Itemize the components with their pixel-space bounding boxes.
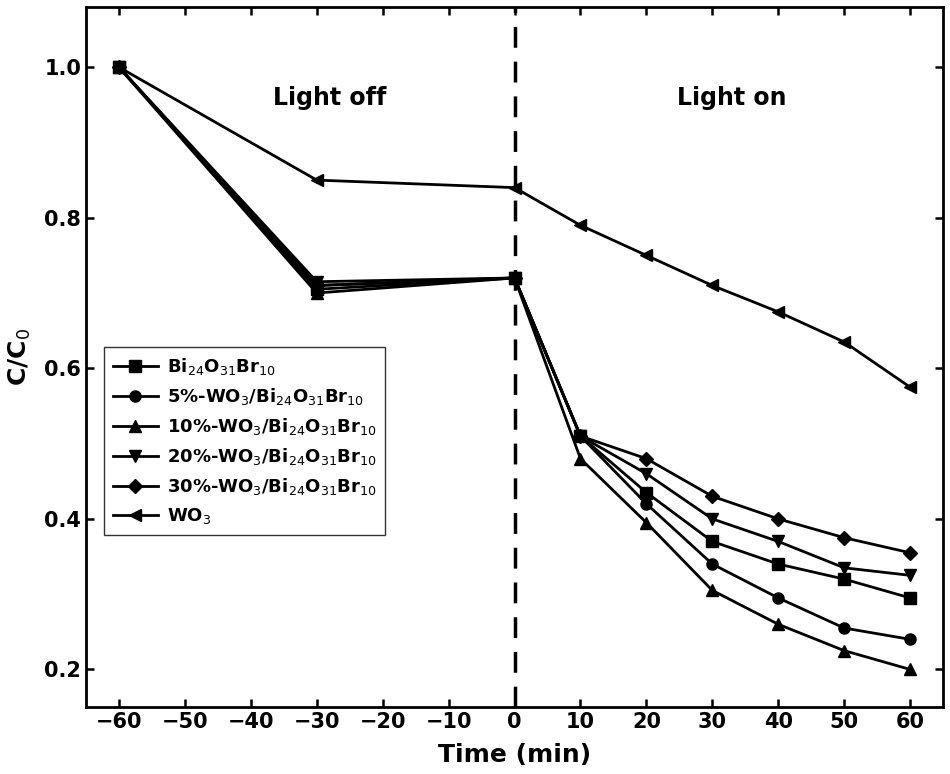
- Bi$_{24}$O$_{31}$Br$_{10}$: [640, 488, 652, 497]
- Line: 5%-WO$_3$/Bi$_{24}$O$_{31}$Br$_{10}$: 5%-WO$_3$/Bi$_{24}$O$_{31}$Br$_{10}$: [113, 62, 916, 645]
- 10%-WO$_3$/Bi$_{24}$O$_{31}$Br$_{10}$: [311, 289, 322, 298]
- 30%-WO$_3$/Bi$_{24}$O$_{31}$Br$_{10}$: [509, 273, 521, 283]
- WO$_3$: [904, 382, 916, 392]
- Bi$_{24}$O$_{31}$Br$_{10}$: [575, 431, 586, 440]
- WO$_3$: [509, 183, 521, 192]
- 30%-WO$_3$/Bi$_{24}$O$_{31}$Br$_{10}$: [772, 514, 784, 523]
- Bi$_{24}$O$_{31}$Br$_{10}$: [113, 63, 124, 72]
- 20%-WO$_3$/Bi$_{24}$O$_{31}$Br$_{10}$: [311, 277, 322, 286]
- WO$_3$: [707, 281, 718, 290]
- 5%-WO$_3$/Bi$_{24}$O$_{31}$Br$_{10}$: [575, 431, 586, 440]
- Legend: Bi$_{24}$O$_{31}$Br$_{10}$, 5%-WO$_3$/Bi$_{24}$O$_{31}$Br$_{10}$, 10%-WO$_3$/Bi$: Bi$_{24}$O$_{31}$Br$_{10}$, 5%-WO$_3$/Bi…: [104, 347, 386, 535]
- 5%-WO$_3$/Bi$_{24}$O$_{31}$Br$_{10}$: [839, 623, 850, 632]
- 10%-WO$_3$/Bi$_{24}$O$_{31}$Br$_{10}$: [509, 273, 521, 283]
- 30%-WO$_3$/Bi$_{24}$O$_{31}$Br$_{10}$: [640, 454, 652, 464]
- 10%-WO$_3$/Bi$_{24}$O$_{31}$Br$_{10}$: [772, 620, 784, 629]
- 20%-WO$_3$/Bi$_{24}$O$_{31}$Br$_{10}$: [113, 63, 124, 72]
- WO$_3$: [640, 251, 652, 260]
- 10%-WO$_3$/Bi$_{24}$O$_{31}$Br$_{10}$: [839, 646, 850, 656]
- 30%-WO$_3$/Bi$_{24}$O$_{31}$Br$_{10}$: [839, 533, 850, 543]
- Text: Light on: Light on: [677, 86, 787, 110]
- 10%-WO$_3$/Bi$_{24}$O$_{31}$Br$_{10}$: [707, 586, 718, 595]
- Bi$_{24}$O$_{31}$Br$_{10}$: [707, 537, 718, 546]
- 20%-WO$_3$/Bi$_{24}$O$_{31}$Br$_{10}$: [904, 570, 916, 580]
- 20%-WO$_3$/Bi$_{24}$O$_{31}$Br$_{10}$: [575, 431, 586, 440]
- 5%-WO$_3$/Bi$_{24}$O$_{31}$Br$_{10}$: [311, 281, 322, 290]
- Bi$_{24}$O$_{31}$Br$_{10}$: [772, 560, 784, 569]
- 10%-WO$_3$/Bi$_{24}$O$_{31}$Br$_{10}$: [113, 63, 124, 72]
- Line: WO$_3$: WO$_3$: [113, 62, 916, 392]
- 10%-WO$_3$/Bi$_{24}$O$_{31}$Br$_{10}$: [640, 518, 652, 527]
- Line: 30%-WO$_3$/Bi$_{24}$O$_{31}$Br$_{10}$: 30%-WO$_3$/Bi$_{24}$O$_{31}$Br$_{10}$: [114, 63, 915, 557]
- Text: Light off: Light off: [274, 86, 387, 110]
- Bi$_{24}$O$_{31}$Br$_{10}$: [839, 574, 850, 584]
- 5%-WO$_3$/Bi$_{24}$O$_{31}$Br$_{10}$: [772, 594, 784, 603]
- 5%-WO$_3$/Bi$_{24}$O$_{31}$Br$_{10}$: [113, 63, 124, 72]
- 20%-WO$_3$/Bi$_{24}$O$_{31}$Br$_{10}$: [707, 514, 718, 523]
- Line: 10%-WO$_3$/Bi$_{24}$O$_{31}$Br$_{10}$: 10%-WO$_3$/Bi$_{24}$O$_{31}$Br$_{10}$: [113, 62, 916, 675]
- 30%-WO$_3$/Bi$_{24}$O$_{31}$Br$_{10}$: [575, 431, 586, 440]
- 30%-WO$_3$/Bi$_{24}$O$_{31}$Br$_{10}$: [904, 548, 916, 557]
- 20%-WO$_3$/Bi$_{24}$O$_{31}$Br$_{10}$: [839, 563, 850, 573]
- Line: 20%-WO$_3$/Bi$_{24}$O$_{31}$Br$_{10}$: 20%-WO$_3$/Bi$_{24}$O$_{31}$Br$_{10}$: [113, 62, 916, 581]
- WO$_3$: [113, 63, 124, 72]
- WO$_3$: [772, 307, 784, 317]
- WO$_3$: [311, 176, 322, 185]
- 20%-WO$_3$/Bi$_{24}$O$_{31}$Br$_{10}$: [772, 537, 784, 546]
- Bi$_{24}$O$_{31}$Br$_{10}$: [904, 594, 916, 603]
- 10%-WO$_3$/Bi$_{24}$O$_{31}$Br$_{10}$: [904, 665, 916, 674]
- Line: Bi$_{24}$O$_{31}$Br$_{10}$: Bi$_{24}$O$_{31}$Br$_{10}$: [113, 62, 916, 604]
- 5%-WO$_3$/Bi$_{24}$O$_{31}$Br$_{10}$: [707, 560, 718, 569]
- Bi$_{24}$O$_{31}$Br$_{10}$: [509, 273, 521, 283]
- 30%-WO$_3$/Bi$_{24}$O$_{31}$Br$_{10}$: [707, 491, 718, 501]
- 30%-WO$_3$/Bi$_{24}$O$_{31}$Br$_{10}$: [113, 63, 124, 72]
- 20%-WO$_3$/Bi$_{24}$O$_{31}$Br$_{10}$: [509, 273, 521, 283]
- 10%-WO$_3$/Bi$_{24}$O$_{31}$Br$_{10}$: [575, 454, 586, 464]
- 20%-WO$_3$/Bi$_{24}$O$_{31}$Br$_{10}$: [640, 469, 652, 478]
- WO$_3$: [839, 337, 850, 347]
- WO$_3$: [575, 221, 586, 230]
- 5%-WO$_3$/Bi$_{24}$O$_{31}$Br$_{10}$: [640, 499, 652, 509]
- Y-axis label: C/C$_0$: C/C$_0$: [7, 328, 33, 386]
- 5%-WO$_3$/Bi$_{24}$O$_{31}$Br$_{10}$: [904, 635, 916, 644]
- X-axis label: Time (min): Time (min): [438, 743, 591, 767]
- 5%-WO$_3$/Bi$_{24}$O$_{31}$Br$_{10}$: [509, 273, 521, 283]
- Bi$_{24}$O$_{31}$Br$_{10}$: [311, 285, 322, 294]
- 30%-WO$_3$/Bi$_{24}$O$_{31}$Br$_{10}$: [311, 281, 322, 290]
